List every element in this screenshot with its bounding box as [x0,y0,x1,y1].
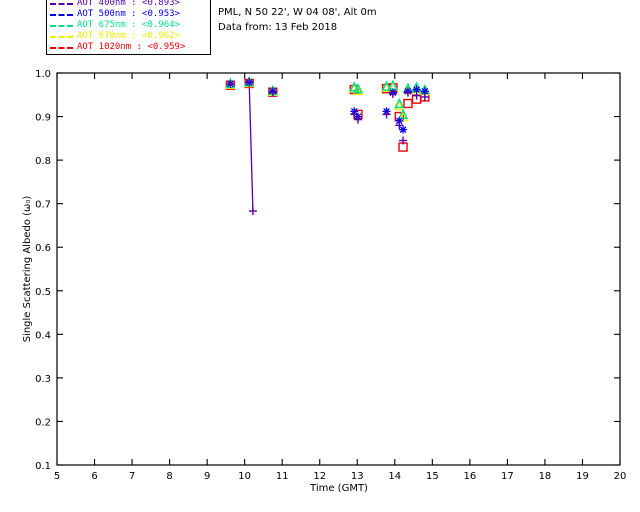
x-tick-label: 8 [166,471,172,482]
axes-layer: 5 6 7 8 9 10 11 12 13 14 15 16 17 18 19 20 0.1 0.2 0.3 0.4 0… [35,69,626,482]
series-aot-1020nm [225,78,430,152]
x-tick-label: 12 [313,471,326,482]
legend-line-swatch-icon [50,13,73,16]
plot-frame [56,72,621,466]
legend-item-label: AOT 1020nm : <0.959> [77,42,186,52]
legend-item-1020nm: AOT 1020nm : <0.959> [50,42,208,53]
data-point-square [403,98,413,109]
legend-line-swatch-icon [50,24,73,27]
legend-line-swatch-icon [50,46,73,49]
x-tick-label: 11 [276,471,289,482]
y-tick-label: 0.4 [35,330,51,341]
series-layer [225,76,430,216]
y-axis-title: Single Scattering Albedo (ω₀) [22,196,33,343]
data-date-line: Data from: 13 Feb 2018 [218,22,338,33]
legend-item-label: AOT 500nm : <0.953> [77,9,180,19]
y-tick-label: 0.2 [35,417,51,428]
x-tick-label: 9 [204,471,210,482]
data-point-triangle [352,83,364,94]
legend-item-500nm: AOT 500nm : <0.953> [50,9,208,20]
y-tick-label: 0.1 [35,461,51,472]
x-tick-label: 14 [388,471,401,482]
x-tick-label: 15 [426,471,439,482]
data-point-triangle [381,80,392,91]
x-tick-label: 16 [463,471,476,482]
data-point-triangle [394,97,405,109]
series-legend: AOT 400nm : <0.893> AOT 500nm : <0.953> AO… [46,0,211,55]
x-tick-label: 5 [54,471,60,482]
legend-item-label: AOT 400nm : <0.893> [77,0,180,8]
series-connector-line [248,81,254,212]
x-tick-label: 7 [129,471,135,482]
x-tick-label: 17 [501,471,514,482]
legend-item-675nm: AOT 675nm : <0.964> [50,20,208,31]
data-point-star [399,126,407,133]
x-axis-title: Time (GMT) [309,483,368,494]
data-point-star [413,86,420,93]
data-point-triangle [394,100,405,111]
x-tick-label: 20 [614,471,627,482]
y-tick-label: 0.5 [35,287,51,298]
data-point-star [421,87,429,95]
x-tick-label: 13 [351,471,364,482]
x-tick-label: 18 [539,471,552,482]
y-tick-label: 0.8 [35,156,51,167]
x-tick-label: 10 [238,471,251,482]
data-point-star [395,117,403,125]
legend-item-label: AOT 675nm : <0.964> [77,20,180,30]
legend-line-swatch-icon [50,2,73,5]
data-point-triangle [397,108,409,120]
x-tick-label: 19 [576,471,589,482]
y-tick-label: 0.7 [35,200,51,211]
y-tick-label: 0.9 [35,113,51,124]
legend-line-swatch-icon [50,35,73,38]
y-tick-label: 0.6 [35,243,51,254]
legend-item-870nm: AOT 870nm : <0.962> [50,31,208,42]
legend-item-400nm: AOT 400nm : <0.893> [50,0,208,9]
x-tick-label: 6 [91,471,97,482]
y-tick-label: 0.3 [35,374,51,385]
legend-item-label: AOT 870nm : <0.962> [77,31,180,41]
header-annotation: PML, N 50 22', W 04 08', Alt 0m Data fro… [218,5,377,35]
y-tick-label: 1.0 [35,69,51,80]
site-location-line: PML, N 50 22', W 04 08', Alt 0m [218,7,377,18]
series-aot-870nm [225,77,430,122]
series-aot-400nm [226,77,429,216]
